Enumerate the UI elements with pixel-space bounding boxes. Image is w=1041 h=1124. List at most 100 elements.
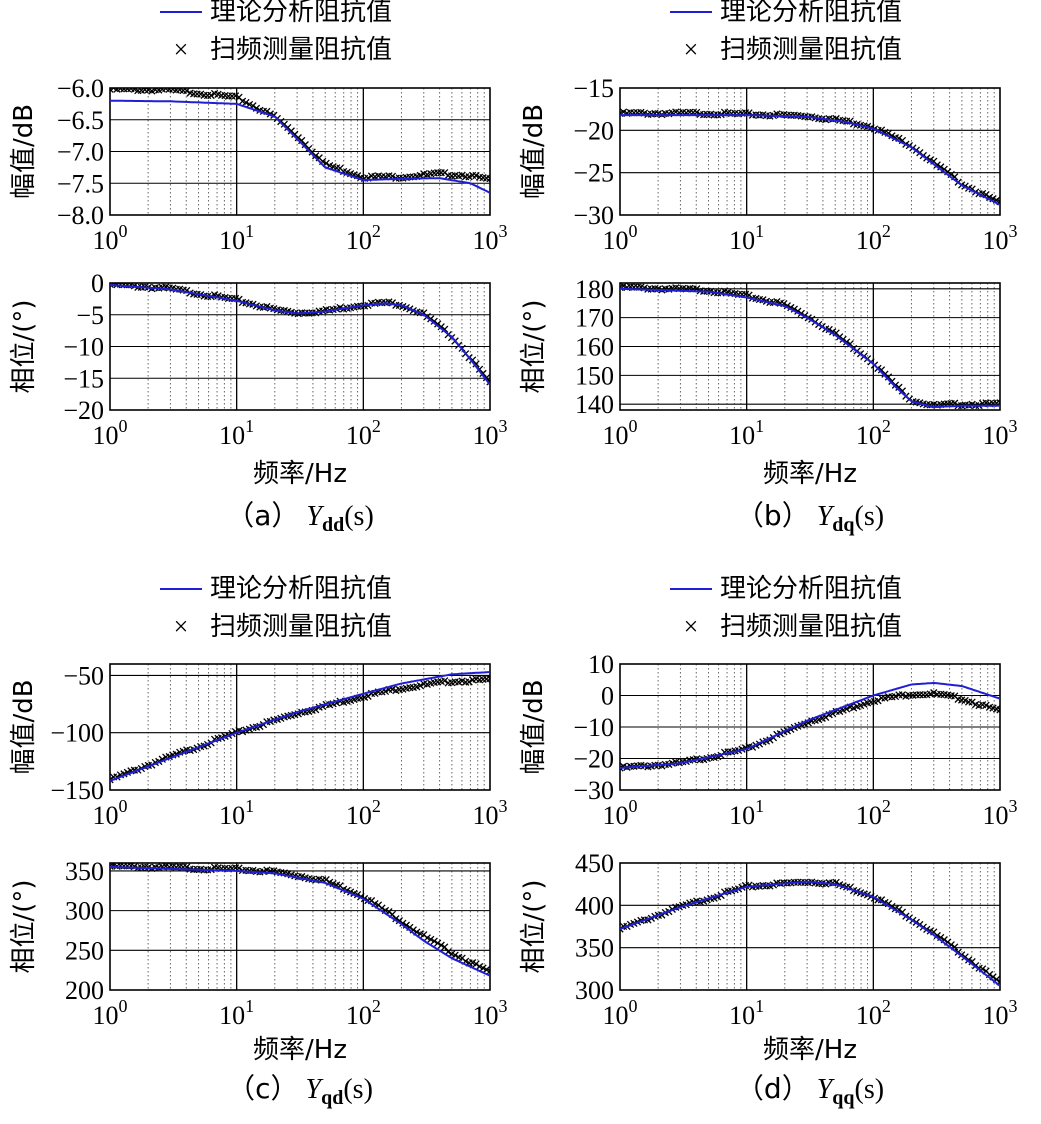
x-tick-label: 100: [93, 416, 128, 450]
x-tick-label: 100: [93, 221, 128, 255]
x-tick-label: 100: [603, 221, 638, 255]
legend-measured-marker: ×: [174, 612, 189, 641]
legend: 理论分析阻抗值 × 扫频测量阻抗值: [160, 0, 392, 65]
measured-point: [207, 91, 215, 100]
measured-point: [472, 360, 480, 368]
x-tick-label: 100: [603, 416, 638, 450]
x-axis-label: 频率/Hz: [253, 459, 347, 489]
theory-line: [110, 99, 490, 194]
y-axis-label: 幅值/dB: [9, 104, 39, 199]
legend-theory-label: 理论分析阻抗值: [210, 0, 392, 27]
plot-frame: [619, 663, 1001, 791]
x-tick-label: 102: [346, 416, 381, 450]
legend-theory-label: 理论分析阻抗值: [720, 0, 902, 27]
x-tick-label: 103: [473, 221, 508, 255]
x-tick-label: 101: [729, 416, 764, 450]
measured-point: [430, 937, 438, 945]
y-tick-label: 250: [65, 936, 104, 965]
y-tick-label: −100: [50, 719, 104, 748]
x-tick-label: 103: [473, 996, 508, 1030]
y-tick-label: −5: [76, 301, 104, 330]
measured-point: [933, 161, 941, 169]
x-tick-label: 102: [856, 221, 891, 255]
measured-point: [203, 91, 212, 100]
x-tick-label: 101: [729, 796, 764, 830]
measured-point: [486, 967, 490, 975]
x-tick-label: 103: [983, 796, 1018, 830]
series-magnitude-3: [620, 681, 1000, 772]
measured-point: [933, 931, 941, 940]
plot-frame: [619, 87, 1001, 216]
measured-point: [416, 681, 424, 690]
measured-point: [486, 174, 490, 183]
measured-point: [110, 283, 114, 288]
plot-frame: [619, 862, 1001, 991]
legend-measured-label: 扫频测量阻抗值: [210, 612, 392, 642]
x-tick-label: 102: [856, 996, 891, 1030]
y-tick-label: −10: [573, 713, 614, 742]
legend-measured-label: 扫频测量阻抗值: [210, 35, 392, 65]
x-tick-label: 101: [729, 996, 764, 1030]
y-tick-label: −30: [573, 776, 614, 805]
panel-caption: （c） Yqd(s): [227, 1072, 373, 1109]
measured-point: [312, 152, 320, 160]
legend: 理论分析阻抗值 × 扫频测量阻抗值: [160, 574, 392, 642]
measured-point: [183, 88, 191, 95]
measured-point: [437, 169, 445, 177]
measured-series: [620, 283, 1000, 410]
legend-measured-label: 扫频测量阻抗值: [720, 35, 902, 65]
x-tick-label: 100: [603, 796, 638, 830]
y-tick-label: 200: [65, 976, 104, 1005]
x-tick-label: 102: [346, 996, 381, 1030]
y-tick-label: −150: [50, 776, 104, 805]
theory-line: [110, 866, 490, 977]
plot-frame: [109, 282, 491, 411]
legend: 理论分析阻抗值 × 扫频测量阻抗值: [670, 574, 902, 642]
x-tick-label: 103: [983, 221, 1018, 255]
legend-measured-label: 扫频测量阻抗值: [720, 612, 902, 642]
y-tick-label: 400: [575, 891, 614, 920]
y-tick-label: −20: [63, 396, 104, 425]
y-tick-label: −8.0: [57, 201, 104, 230]
y-tick-label: 140: [575, 390, 614, 419]
series-magnitude-0: [110, 88, 490, 194]
measured-point: [898, 387, 907, 395]
x-tick-label: 102: [346, 796, 381, 830]
y-axis-label: 幅值/dB: [9, 679, 39, 774]
y-axis-label: 幅值/dB: [519, 104, 549, 199]
legend-theory-label: 理论分析阻抗值: [210, 574, 392, 604]
y-tick-label: −6.5: [57, 106, 104, 135]
legend-theory-label: 理论分析阻抗值: [720, 574, 902, 604]
measured-series: [620, 878, 1000, 986]
measured-point: [465, 678, 473, 686]
theory-line: [110, 283, 490, 386]
y-tick-label: −30: [573, 201, 614, 230]
y-tick-label: −7.0: [57, 138, 104, 167]
y-axis-label: 相位/(°): [9, 299, 39, 393]
measured-point: [158, 88, 166, 93]
y-axis-label: 相位/(°): [9, 879, 39, 973]
legend-measured-marker: ×: [684, 612, 699, 641]
legend: 理论分析阻抗值 × 扫频测量阻抗值: [670, 0, 902, 65]
panel-caption: （b） Ydq(s): [736, 499, 884, 536]
x-tick-label: 100: [93, 796, 128, 830]
measured-point: [120, 88, 128, 93]
y-tick-label: 170: [575, 304, 614, 333]
series-phase-0: [110, 283, 490, 386]
measured-point: [113, 88, 121, 93]
x-tick-label: 103: [983, 416, 1018, 450]
y-tick-label: 0: [601, 682, 614, 711]
measured-point: [172, 88, 180, 94]
plot-frame: [619, 282, 1001, 411]
x-axis-label: 频率/Hz: [253, 1035, 347, 1065]
y-tick-label: −10: [63, 333, 104, 362]
x-tick-label: 103: [473, 796, 508, 830]
